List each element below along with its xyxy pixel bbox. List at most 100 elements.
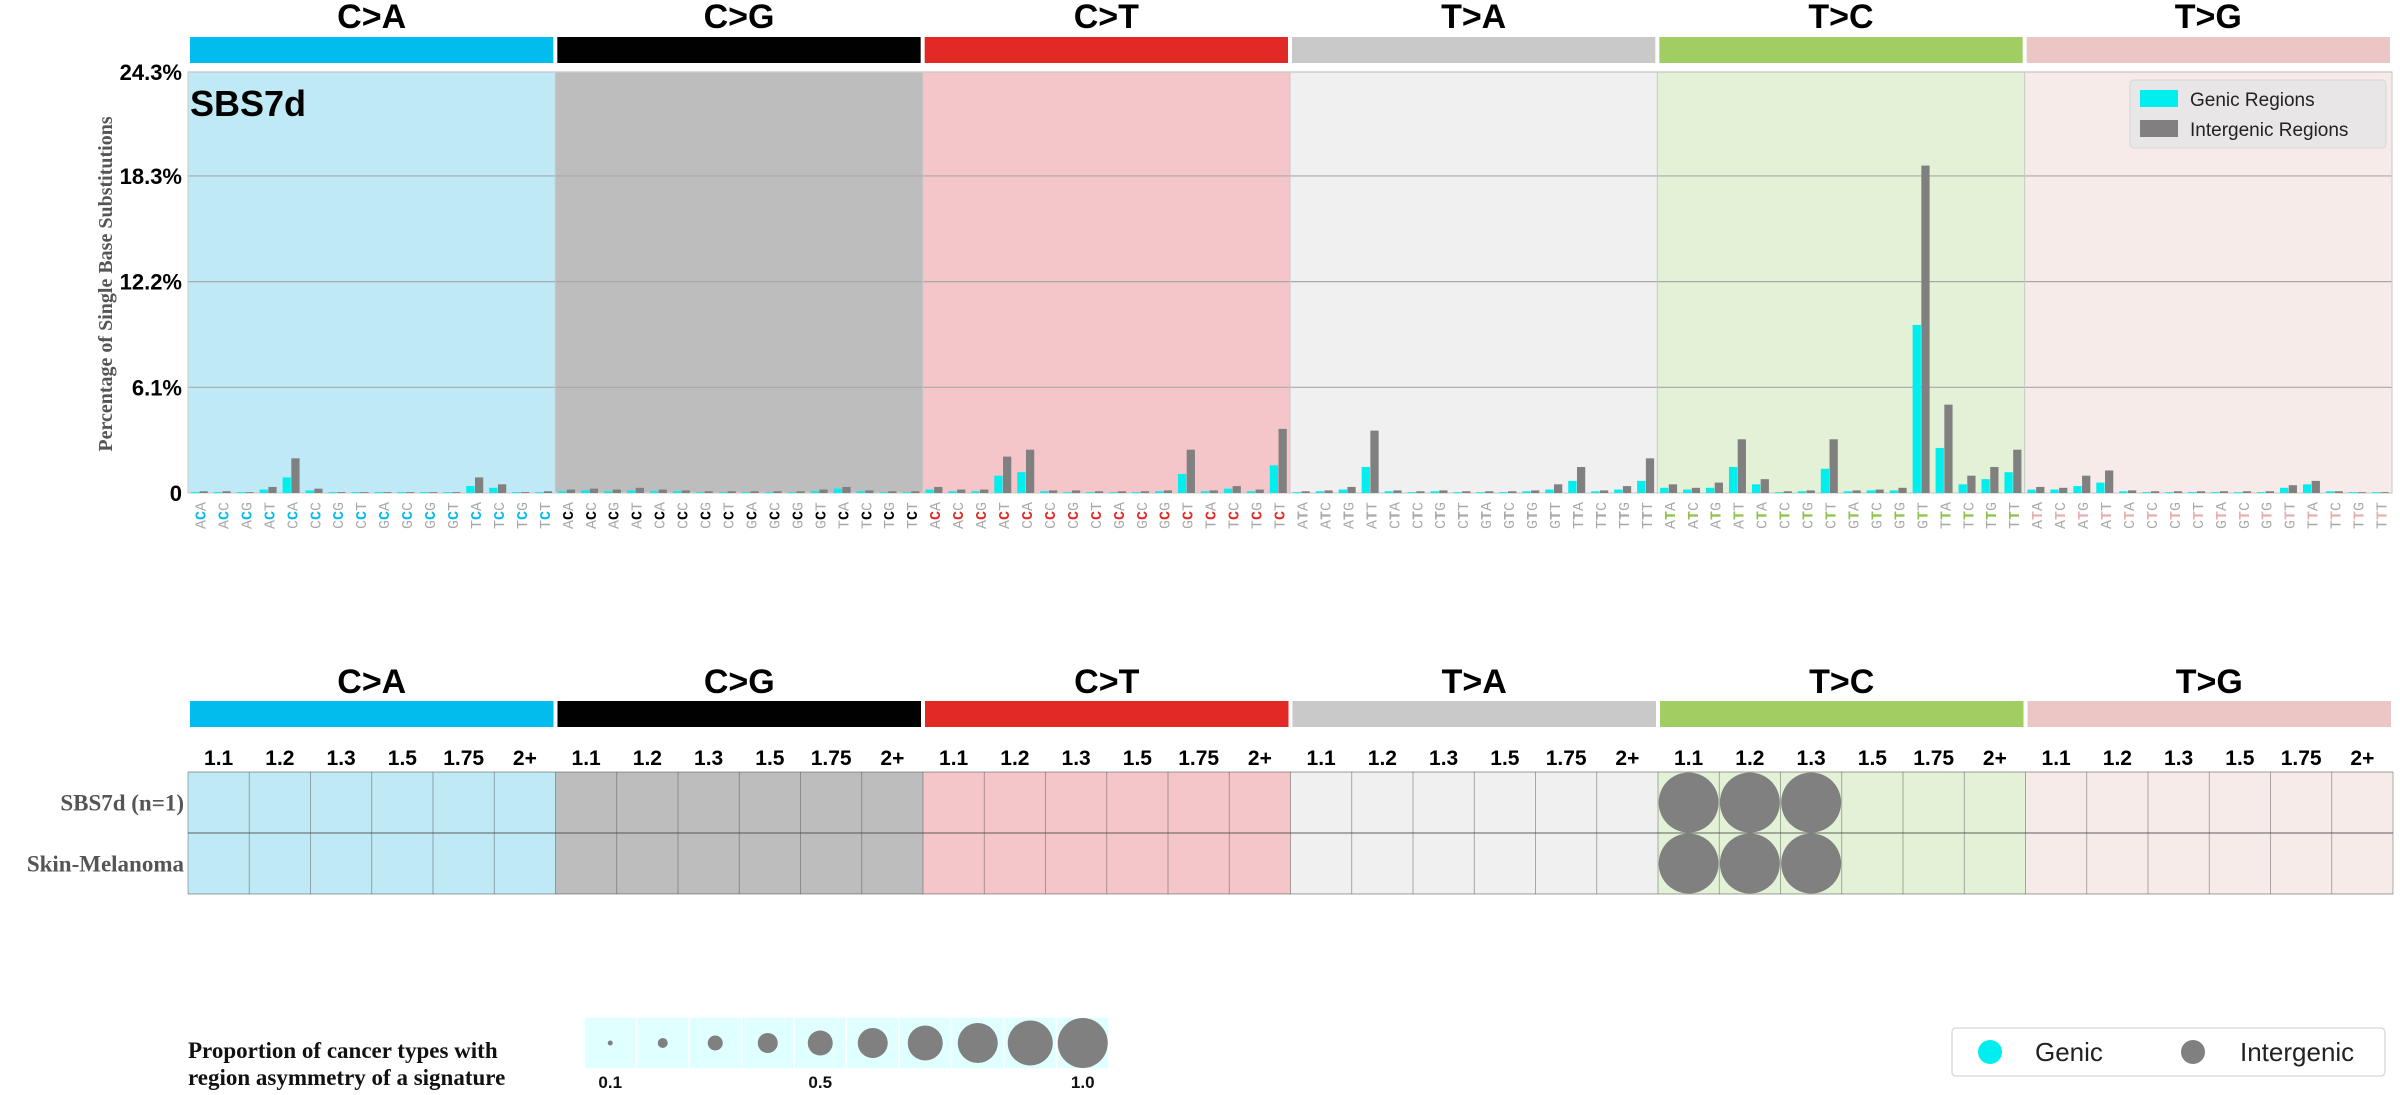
bar-intergenic <box>589 488 599 493</box>
bar-intergenic <box>1990 467 1999 493</box>
mutation-type-bar-t-to-g <box>2026 37 2390 63</box>
bar-genic <box>397 492 406 493</box>
bar-intergenic <box>1071 490 1081 493</box>
size-legend-tick-label: 0.5 <box>808 1073 832 1092</box>
bar-genic <box>1109 492 1118 493</box>
heatmap-column-label: 1.3 <box>1429 747 1458 770</box>
x-tick-label: ACC <box>951 502 968 529</box>
x-tick-label: GCT <box>446 502 463 529</box>
region-legend-frame <box>1951 1027 2386 1077</box>
bar-intergenic <box>681 490 690 493</box>
bar-genic <box>879 492 888 493</box>
bar-intergenic <box>2150 491 2160 493</box>
x-tick-label: ATG <box>1341 502 1358 529</box>
y-tick-label: 0 <box>170 481 182 506</box>
x-tick-label: GTC <box>1869 502 1886 529</box>
x-tick-label: TTC <box>1594 502 1611 529</box>
x-tick-label: GCC <box>1135 502 1152 529</box>
bar-genic <box>2302 484 2312 493</box>
bar-genic <box>1384 491 1393 493</box>
heatmap-column-label: 2+ <box>513 747 537 770</box>
mutation-type-label-t-to-a: T>A <box>1441 0 1506 36</box>
legend-label-intergenic: Intergenic Regions <box>2190 120 2348 141</box>
bar-genic <box>810 491 819 493</box>
bar-genic <box>1361 467 1370 493</box>
bar-intergenic <box>1209 490 1218 493</box>
bar-genic <box>1728 467 1738 493</box>
bar-intergenic <box>1163 490 1172 493</box>
x-tick-label: CTT <box>1456 502 1473 529</box>
bar-intergenic <box>1599 490 1609 493</box>
x-tick-label: ATA <box>1295 502 1312 529</box>
size-legend-title-line2: region asymmetry of a signature <box>188 1065 505 1090</box>
x-tick-label: TTT <box>1640 502 1657 529</box>
heatmap-column-label: 1.5 <box>1123 747 1153 770</box>
heatmap-bubble-intergenic <box>1719 772 1780 833</box>
bar-genic <box>1706 487 1715 493</box>
bar-intergenic <box>1760 479 1769 493</box>
bar-genic <box>1155 491 1164 493</box>
bar-genic <box>558 491 567 493</box>
heatmap-type-bar-t-to-a <box>1292 701 1656 727</box>
x-tick-label: TCG <box>882 502 899 529</box>
bar-intergenic <box>1783 491 1792 493</box>
panel-bg-t-to-c <box>1657 72 2025 493</box>
x-tick-label: GTT <box>2283 502 2300 529</box>
bar-genic <box>764 492 773 493</box>
bar-genic <box>604 491 613 493</box>
heatmap-column-label: 1.2 <box>1000 747 1029 770</box>
legend-label-genic: Genic Regions <box>2190 90 2315 111</box>
mutation-type-bar-c-to-g <box>557 37 921 63</box>
x-tick-label: ATT <box>2099 502 2116 529</box>
heatmap-column-label: 1.3 <box>2164 747 2193 770</box>
bar-intergenic <box>1875 489 1884 493</box>
bar-genic <box>1132 492 1141 493</box>
region-legend: Genic Intergenic <box>1951 1027 2386 1077</box>
bar-genic <box>1774 492 1784 493</box>
plot-frame <box>187 71 2393 494</box>
heatmap-column-label: 1.1 <box>572 747 602 770</box>
bar-genic <box>787 492 796 493</box>
heatmap-bubble-intergenic <box>1781 772 1842 833</box>
bar-genic <box>718 492 728 493</box>
genic-marker <box>1978 1040 2002 1064</box>
x-tick-label: TTA <box>1938 502 1955 529</box>
bar-intergenic <box>2059 487 2068 493</box>
bar-intergenic <box>1278 428 1287 493</box>
bar-intergenic <box>2334 491 2343 493</box>
heatmap-column-label: 2+ <box>2350 747 2374 770</box>
x-tick-label: TCC <box>859 502 876 529</box>
heatmap-type-label-c-to-t: C>T <box>1074 663 1139 701</box>
bar-intergenic <box>1324 490 1333 493</box>
bar-intergenic <box>2105 470 2114 493</box>
x-tick-label: ATC <box>1686 502 1703 529</box>
heatmap-column-label: 1.5 <box>755 747 785 770</box>
bar-intergenic <box>2036 486 2045 493</box>
panel-bg-c-to-t <box>922 72 1290 493</box>
bar-genic <box>2348 492 2358 493</box>
bar-intergenic <box>1048 490 1058 493</box>
x-tick-label: GCA <box>744 502 761 529</box>
heatmap-column-label: 1.1 <box>1307 747 1337 770</box>
size-legend-tick-label: 1.0 <box>1071 1073 1095 1092</box>
bar-intergenic <box>520 492 530 493</box>
bar-genic <box>649 491 659 493</box>
bar-intergenic <box>957 489 966 493</box>
bar-intergenic <box>1485 491 1494 493</box>
bar-intergenic <box>2173 491 2183 493</box>
bar-genic <box>190 492 200 493</box>
bar-intergenic <box>635 487 644 493</box>
bar-intergenic <box>865 490 874 493</box>
bar-genic <box>1683 489 1692 493</box>
heatmap-type-label-t-to-c: T>C <box>1809 663 1874 701</box>
bar-intergenic <box>911 491 920 493</box>
bar-intergenic <box>1944 404 1953 493</box>
heatmap-bubble-intergenic <box>1658 772 1719 833</box>
bar-intergenic <box>2127 490 2137 493</box>
x-tick-label: ACG <box>239 502 256 529</box>
bar-intergenic <box>2219 491 2229 493</box>
bar-intergenic <box>1645 458 1655 493</box>
bar-intergenic <box>1967 475 1976 493</box>
bar-intergenic <box>1806 490 1815 493</box>
